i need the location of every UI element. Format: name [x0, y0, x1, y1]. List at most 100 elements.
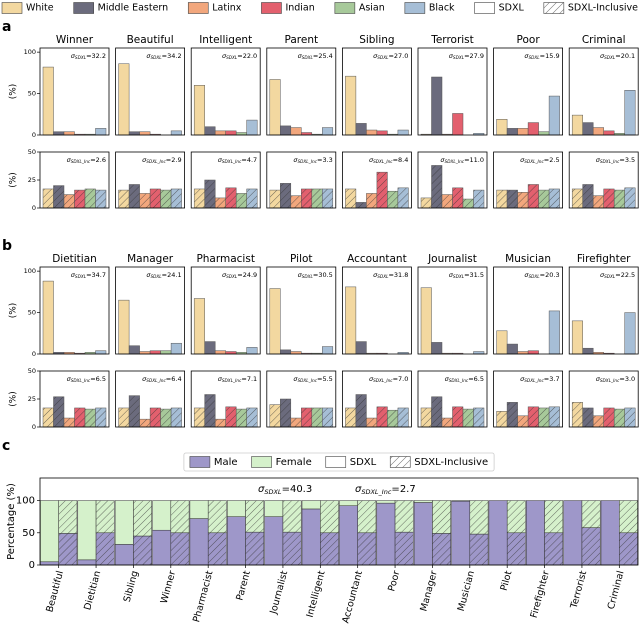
bar: [246, 188, 258, 209]
bar-segment: [357, 532, 377, 566]
sigma-value: 3.5: [625, 156, 635, 164]
bar: [366, 129, 378, 136]
bar: [84, 188, 96, 209]
sigma-symbol: σ: [445, 375, 450, 383]
sigma-equals: =: [90, 156, 95, 164]
bar: [95, 128, 107, 136]
bar: [366, 417, 378, 428]
bar-segment: [488, 500, 508, 566]
sigma-equals: =: [317, 156, 322, 164]
legend-swatch: [389, 456, 411, 468]
bar: [571, 320, 583, 355]
sigma-value: 34.7: [92, 271, 106, 279]
plot-frame: [190, 370, 261, 428]
bar: [603, 130, 615, 136]
bar: [322, 346, 334, 355]
bar: [345, 188, 357, 209]
sigma-equals: =: [619, 156, 624, 164]
sigma-subscript: SDXL: [377, 274, 389, 279]
plot-frame: [341, 370, 412, 428]
legend-swatch: [474, 2, 495, 14]
bar: [235, 193, 247, 209]
sigma-subscript: SDXL: [150, 274, 162, 279]
sigma-equals: =: [468, 375, 473, 383]
bar: [592, 415, 604, 428]
bar-segment: [506, 532, 526, 566]
bar: [53, 131, 65, 136]
sigma-equals: =: [241, 156, 246, 164]
subplot-title: Musician: [505, 253, 551, 265]
bar: [397, 129, 409, 136]
plot-frame: [341, 266, 412, 355]
sigma-label: σSDXL_Inc=7.1: [218, 375, 257, 383]
sigma-symbol: σ: [146, 52, 151, 60]
sigma-subscript: SDXL: [453, 55, 465, 60]
bar: [345, 407, 357, 428]
bar: [204, 179, 216, 209]
sigma-subscript: SDXL: [453, 274, 465, 279]
sigma-value: 32.2: [92, 52, 106, 60]
sigma-symbol: σ: [293, 156, 298, 164]
bar: [397, 407, 409, 428]
sigma-label: σSDXL_Inc=6.5: [445, 375, 484, 383]
bar: [269, 404, 281, 428]
y-tick-label: 100: [16, 496, 35, 507]
bar: [571, 188, 583, 209]
sigma-value: 27.9: [470, 52, 484, 60]
bar: [387, 409, 399, 428]
bar: [345, 286, 357, 355]
sigma-equals: =: [464, 271, 469, 279]
bar: [170, 188, 182, 209]
legend-swatch: [325, 456, 347, 468]
sigma-subscript: SDXL: [75, 55, 87, 60]
sigma-symbol: σ: [67, 375, 72, 383]
legend-label: Latinx: [212, 3, 241, 14]
plot-frame: [493, 370, 564, 428]
sigma-subscript: SDXL: [75, 274, 87, 279]
sigma-value: 2.7: [400, 484, 416, 495]
legend: White Middle Eastern Latinx Indian Asian Blac…: [1, 2, 638, 14]
bar: [376, 406, 388, 428]
plot-frame: [39, 477, 639, 566]
sigma-subscript: SDXL: [528, 55, 540, 60]
bar: [280, 183, 292, 209]
bar-segment: [469, 533, 489, 566]
bar: [376, 130, 388, 136]
x-tick-label: Accountant: [340, 569, 365, 624]
bar-segment: [301, 500, 321, 510]
bar: [139, 131, 151, 136]
sigma-equals: =: [388, 52, 393, 60]
bar: [548, 310, 560, 355]
bar: [592, 127, 604, 136]
bar-segment: [282, 500, 302, 533]
y-tick-label: 0: [32, 131, 36, 139]
bar: [420, 197, 432, 209]
bar: [170, 407, 182, 428]
sigma-symbol: σ: [142, 156, 147, 164]
sigma-label: σSDXL=24.9: [222, 271, 257, 279]
x-tick-label: Sibling: [122, 570, 141, 604]
bar-segment: [544, 500, 564, 534]
legend-swatch: [543, 2, 565, 14]
plot-frame: [417, 266, 488, 355]
bar: [139, 193, 151, 209]
bar: [420, 407, 432, 428]
bar-segment: [619, 532, 638, 566]
legend-swatch: [1, 2, 23, 14]
sigma-equals: =: [162, 271, 167, 279]
bar: [322, 407, 334, 428]
plot-frame: [39, 266, 110, 355]
bar-segment: [40, 561, 59, 566]
sigma-label: σSDXL=34.7: [71, 271, 106, 279]
plot-frame: [493, 151, 564, 209]
sigma-equals: =: [90, 375, 95, 383]
bar: [42, 188, 54, 209]
subplot-title: Beautiful: [127, 34, 174, 46]
bar-segment: [394, 531, 414, 566]
legend-swatch: [187, 2, 209, 14]
subplot-title: Intelligent: [199, 34, 252, 46]
bar-segment: [170, 532, 190, 566]
bar: [74, 189, 86, 209]
sigma-label: σSDXL=20.3: [524, 271, 559, 279]
